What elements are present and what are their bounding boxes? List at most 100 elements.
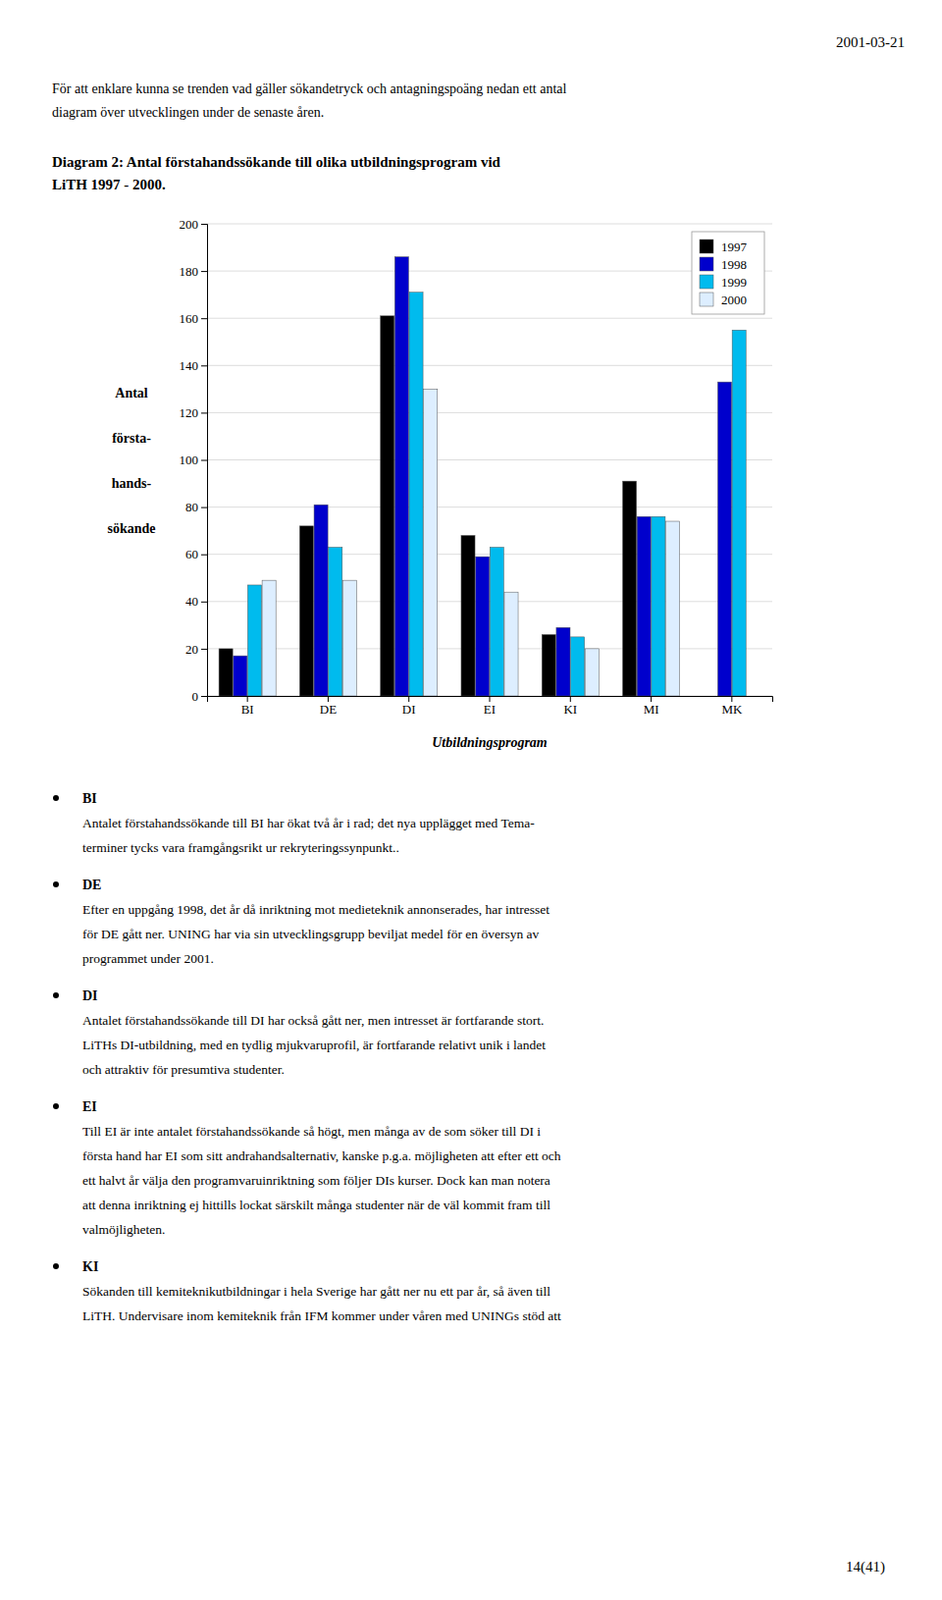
bar [261, 579, 276, 696]
plot: 020406080100120140160180200BIDEDIEIKIMIM… [179, 216, 774, 718]
y-tick-mark [201, 270, 208, 272]
bar [299, 525, 314, 696]
y-tick-label: 140 [179, 358, 200, 373]
page-title: 2001-03-21 [836, 34, 905, 51]
y-tick-label: 160 [179, 311, 200, 326]
x-tick-label: KI [563, 701, 577, 717]
y-tick: 180 [179, 263, 209, 279]
y-tick-mark [201, 317, 208, 319]
bar [475, 556, 490, 696]
bullet-text: programmet under 2001. [82, 950, 214, 966]
bullet-text: att denna inriktning ej hittills lockat … [82, 1197, 551, 1212]
y-axis: 020406080100120140160180200 [179, 216, 209, 704]
bullet-text: valmöjligheten. [82, 1221, 165, 1237]
bar [423, 388, 438, 696]
y-tick-label: 120 [179, 405, 200, 420]
grid-line [207, 647, 773, 649]
y-tick: 40 [185, 593, 208, 609]
bullet-text: första hand har EI som sitt andrahandsal… [82, 1148, 562, 1163]
bar [717, 381, 732, 696]
y-axis-label: första- [111, 430, 152, 446]
bar-series [247, 292, 746, 696]
legend-swatch [699, 257, 714, 271]
bar [623, 480, 637, 696]
y-axis-label: sökande [106, 521, 156, 536]
header-text: För att enklare kunna se trenden vad gäl… [52, 81, 568, 97]
x-tick-mark [327, 695, 329, 702]
bar [541, 633, 556, 696]
bullet-text: och attraktiv för presumtiva studenter. [82, 1061, 285, 1077]
x-tick-mark [489, 695, 491, 702]
y-tick-mark [201, 507, 208, 509]
legend-label: 1999 [721, 274, 747, 290]
bar-series [233, 257, 733, 696]
bullet-label: DE [82, 877, 102, 892]
page: 2001-03-21 För att enklare kunna se trend… [0, 0, 942, 1600]
y-tick-mark [201, 412, 208, 414]
page-number: 14(41) [845, 1558, 886, 1575]
x-tick: KI [563, 695, 577, 717]
bar [380, 315, 395, 696]
grid [207, 223, 773, 696]
bullet-text: för DE gått ner. UNING har via sin utvec… [82, 926, 539, 942]
bullet-label: EI [82, 1099, 98, 1114]
bullet [52, 1262, 59, 1269]
x-tick-mark [247, 695, 249, 702]
bar [409, 292, 423, 696]
y-tick: 20 [185, 641, 208, 657]
legend: 1997 1998 1999 2000 [691, 231, 765, 314]
bullet [52, 992, 59, 998]
x-axis-line [208, 696, 774, 703]
x-tick: MI [643, 695, 660, 717]
legend-frame [691, 231, 765, 314]
x-tick: MK [721, 695, 743, 717]
bar-series [218, 315, 637, 696]
legend-entry: 1999 [699, 274, 747, 290]
bar [584, 648, 599, 696]
legend-entry: 1998 [699, 257, 747, 272]
y-tick-mark [201, 601, 208, 603]
bar [636, 516, 651, 696]
bar [732, 329, 746, 696]
y-tick-mark [201, 460, 208, 462]
bar [504, 591, 519, 696]
y-axis-label: hands- [111, 475, 153, 491]
y-tick: 60 [185, 546, 208, 562]
bar [703, 695, 718, 697]
legend-label: 1997 [721, 239, 748, 255]
x-tick-label: MK [721, 701, 743, 717]
legend-label: 1998 [721, 257, 747, 272]
legend-label: 2000 [721, 292, 747, 308]
x-tick-mark [408, 695, 410, 702]
bar [394, 257, 409, 696]
legend-swatch [699, 274, 714, 289]
grid-line [207, 412, 773, 414]
x-tick: EI [483, 695, 496, 717]
x-tick-mark [731, 695, 733, 702]
bullet-text: terminer tycks vara framgångsrikt ur rek… [82, 839, 400, 855]
bullet-text: Efter en uppgång 1998, det år då inriktn… [82, 901, 550, 917]
x-tick-mark [650, 695, 652, 702]
y-axis-line [201, 224, 209, 697]
bar [571, 636, 585, 696]
bar [489, 546, 504, 696]
y-tick: 0 [192, 688, 209, 704]
y-tick: 140 [179, 358, 209, 373]
bullet-text: Antalet förstahandssökande till BI har ö… [82, 815, 535, 831]
y-tick: 160 [179, 311, 209, 326]
x-tick: DE [319, 695, 337, 717]
grid-line [207, 270, 773, 272]
y-tick: 100 [179, 452, 209, 468]
grid-line [207, 317, 773, 319]
bar [218, 648, 233, 696]
bar [746, 695, 761, 697]
y-tick-mark [201, 554, 208, 556]
y-tick-label: 180 [179, 263, 200, 279]
y-axis-label: Antal [114, 385, 149, 401]
grid-line [207, 459, 773, 461]
bullet [52, 794, 59, 801]
bar-series [261, 388, 681, 696]
x-axis: BIDEDIEIKIMIMK [208, 695, 774, 717]
x-axis-label: Utbildningsprogram [431, 734, 548, 750]
header-text: diagram över utvecklingen under de senas… [52, 104, 324, 120]
